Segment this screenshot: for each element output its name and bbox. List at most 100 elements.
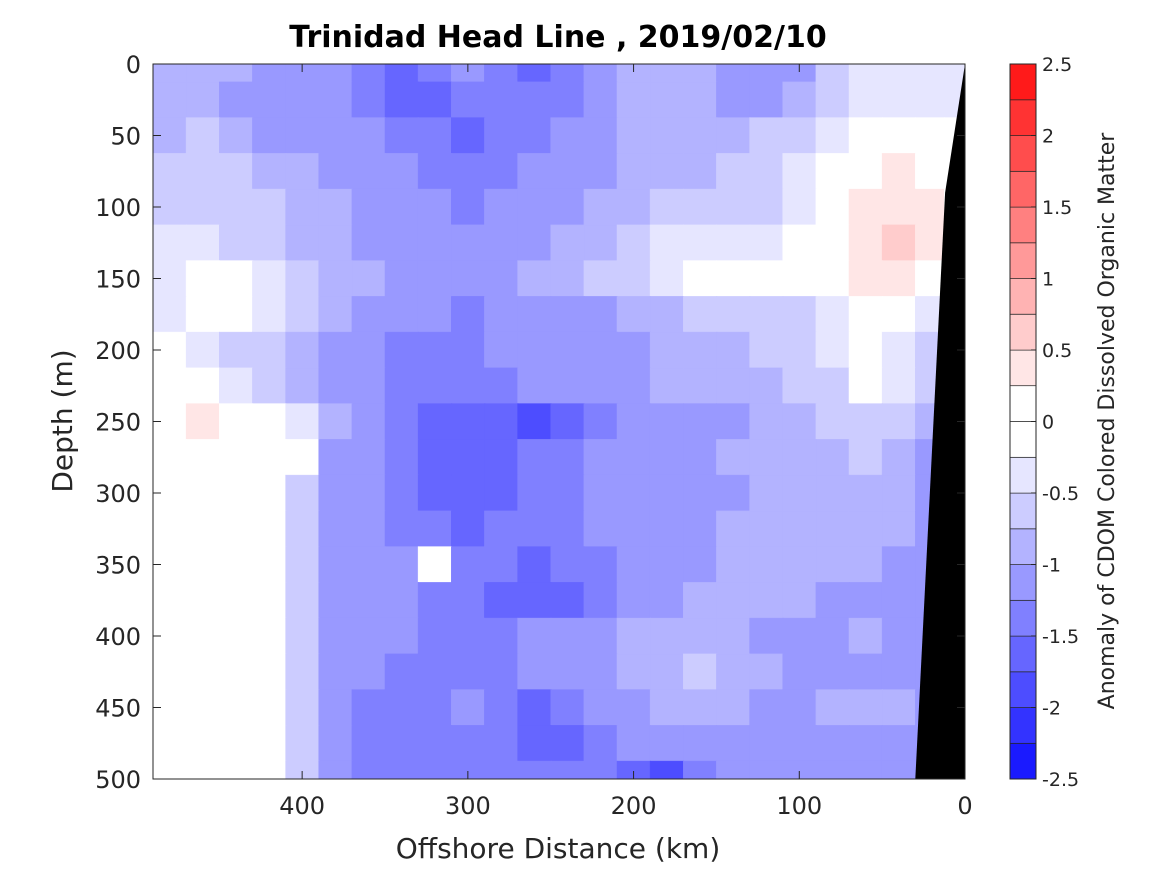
contour-cell	[484, 224, 519, 262]
contour-cell	[881, 64, 917, 83]
contour-cell	[649, 367, 685, 405]
contour-cell	[384, 331, 419, 369]
contour-cell	[683, 81, 718, 119]
contour-cell	[550, 117, 585, 155]
contour-cell	[484, 653, 519, 691]
contour-cell	[384, 474, 419, 512]
contour-cell	[683, 760, 718, 779]
contour-cell	[649, 689, 685, 727]
colorbar-tick-label: -0.5	[1042, 483, 1079, 505]
contour-cell	[915, 153, 946, 191]
contour-cell	[252, 81, 287, 119]
contour-cell	[782, 546, 817, 584]
contour-cell	[517, 260, 552, 298]
contour-cell	[351, 582, 386, 620]
contour-cell	[451, 546, 486, 584]
contour-cell	[185, 760, 221, 779]
contour-cell	[517, 582, 552, 620]
contour-cell	[683, 617, 718, 655]
contour-cell	[517, 725, 552, 763]
contour-cell	[318, 582, 353, 620]
plot-area	[153, 64, 965, 779]
contour-cell	[384, 725, 419, 763]
contour-cell	[782, 331, 817, 369]
contour-cell	[484, 64, 519, 83]
contour-cell	[616, 117, 651, 155]
contour-cell	[384, 367, 419, 405]
contour-cell	[351, 331, 386, 369]
contour-cell	[219, 546, 254, 584]
contour-cell	[351, 725, 386, 763]
contour-cell	[583, 331, 618, 369]
contour-cell	[285, 439, 320, 476]
contour-cell	[484, 367, 519, 405]
contour-cell	[848, 188, 883, 226]
colorbar-tick-label: -1	[1042, 555, 1061, 577]
contour-cell	[550, 224, 585, 262]
contour-cell	[252, 260, 287, 298]
contour-cell	[185, 64, 221, 83]
contour-cell	[285, 117, 320, 155]
contour-cell	[815, 260, 850, 298]
contour-cell	[815, 439, 850, 476]
contour-cell	[550, 725, 585, 763]
contour-cell	[484, 296, 519, 334]
contour-cell	[749, 224, 784, 262]
contour-cell	[683, 725, 718, 763]
contour-cell	[219, 153, 254, 191]
contour-cell	[649, 546, 685, 584]
colorbar-segment	[1009, 206, 1037, 244]
contour-cell	[616, 403, 651, 441]
x-tick-label: 0	[957, 792, 972, 820]
contour-cell	[318, 224, 353, 262]
contour-cell	[185, 296, 221, 334]
contour-cell	[451, 725, 486, 763]
contour-cell	[185, 653, 221, 691]
contour-cell	[384, 188, 419, 226]
contour-cell	[683, 367, 718, 405]
contour-cell	[484, 474, 519, 512]
contour-cell	[749, 81, 784, 119]
contour-cell	[848, 474, 883, 512]
contour-cell	[848, 331, 883, 369]
contour-cell	[351, 296, 386, 334]
contour-cell	[550, 188, 585, 226]
contour-cell	[285, 689, 320, 727]
contour-cell	[153, 64, 187, 83]
contour-cell	[417, 188, 453, 226]
contour-cell	[881, 689, 917, 727]
contour-cell	[517, 760, 552, 779]
contour-cell	[815, 153, 850, 191]
contour-cell	[252, 367, 287, 405]
contour-cell	[616, 689, 651, 727]
contour-cell	[285, 224, 320, 262]
contour-cell	[616, 617, 651, 655]
contour-cell	[815, 81, 850, 119]
contour-cell	[153, 367, 187, 405]
contour-cell	[683, 117, 718, 155]
contour-cell	[153, 81, 187, 119]
contour-cell	[583, 81, 618, 119]
contour-cell	[351, 188, 386, 226]
contour-cell	[716, 617, 751, 655]
contour-cell	[185, 367, 221, 405]
contour-cell	[749, 653, 784, 691]
contour-cell	[782, 725, 817, 763]
contour-cell	[153, 510, 187, 548]
contour-cell	[649, 439, 685, 476]
colorbar-tick-label: 2	[1042, 126, 1054, 148]
contour-cell	[550, 331, 585, 369]
contour-cell	[848, 367, 883, 405]
contour-cell	[815, 64, 850, 83]
contour-cell	[219, 260, 254, 298]
contour-cell	[484, 725, 519, 763]
contour-cell	[451, 653, 486, 691]
contour-cell	[153, 296, 187, 334]
colorbar-segment	[1009, 707, 1037, 744]
contour-cell	[451, 474, 486, 512]
contour-cell	[881, 224, 917, 262]
contour-cell	[153, 725, 187, 763]
contour-cell	[550, 617, 585, 655]
contour-cell	[881, 188, 917, 226]
contour-cell	[848, 439, 883, 476]
